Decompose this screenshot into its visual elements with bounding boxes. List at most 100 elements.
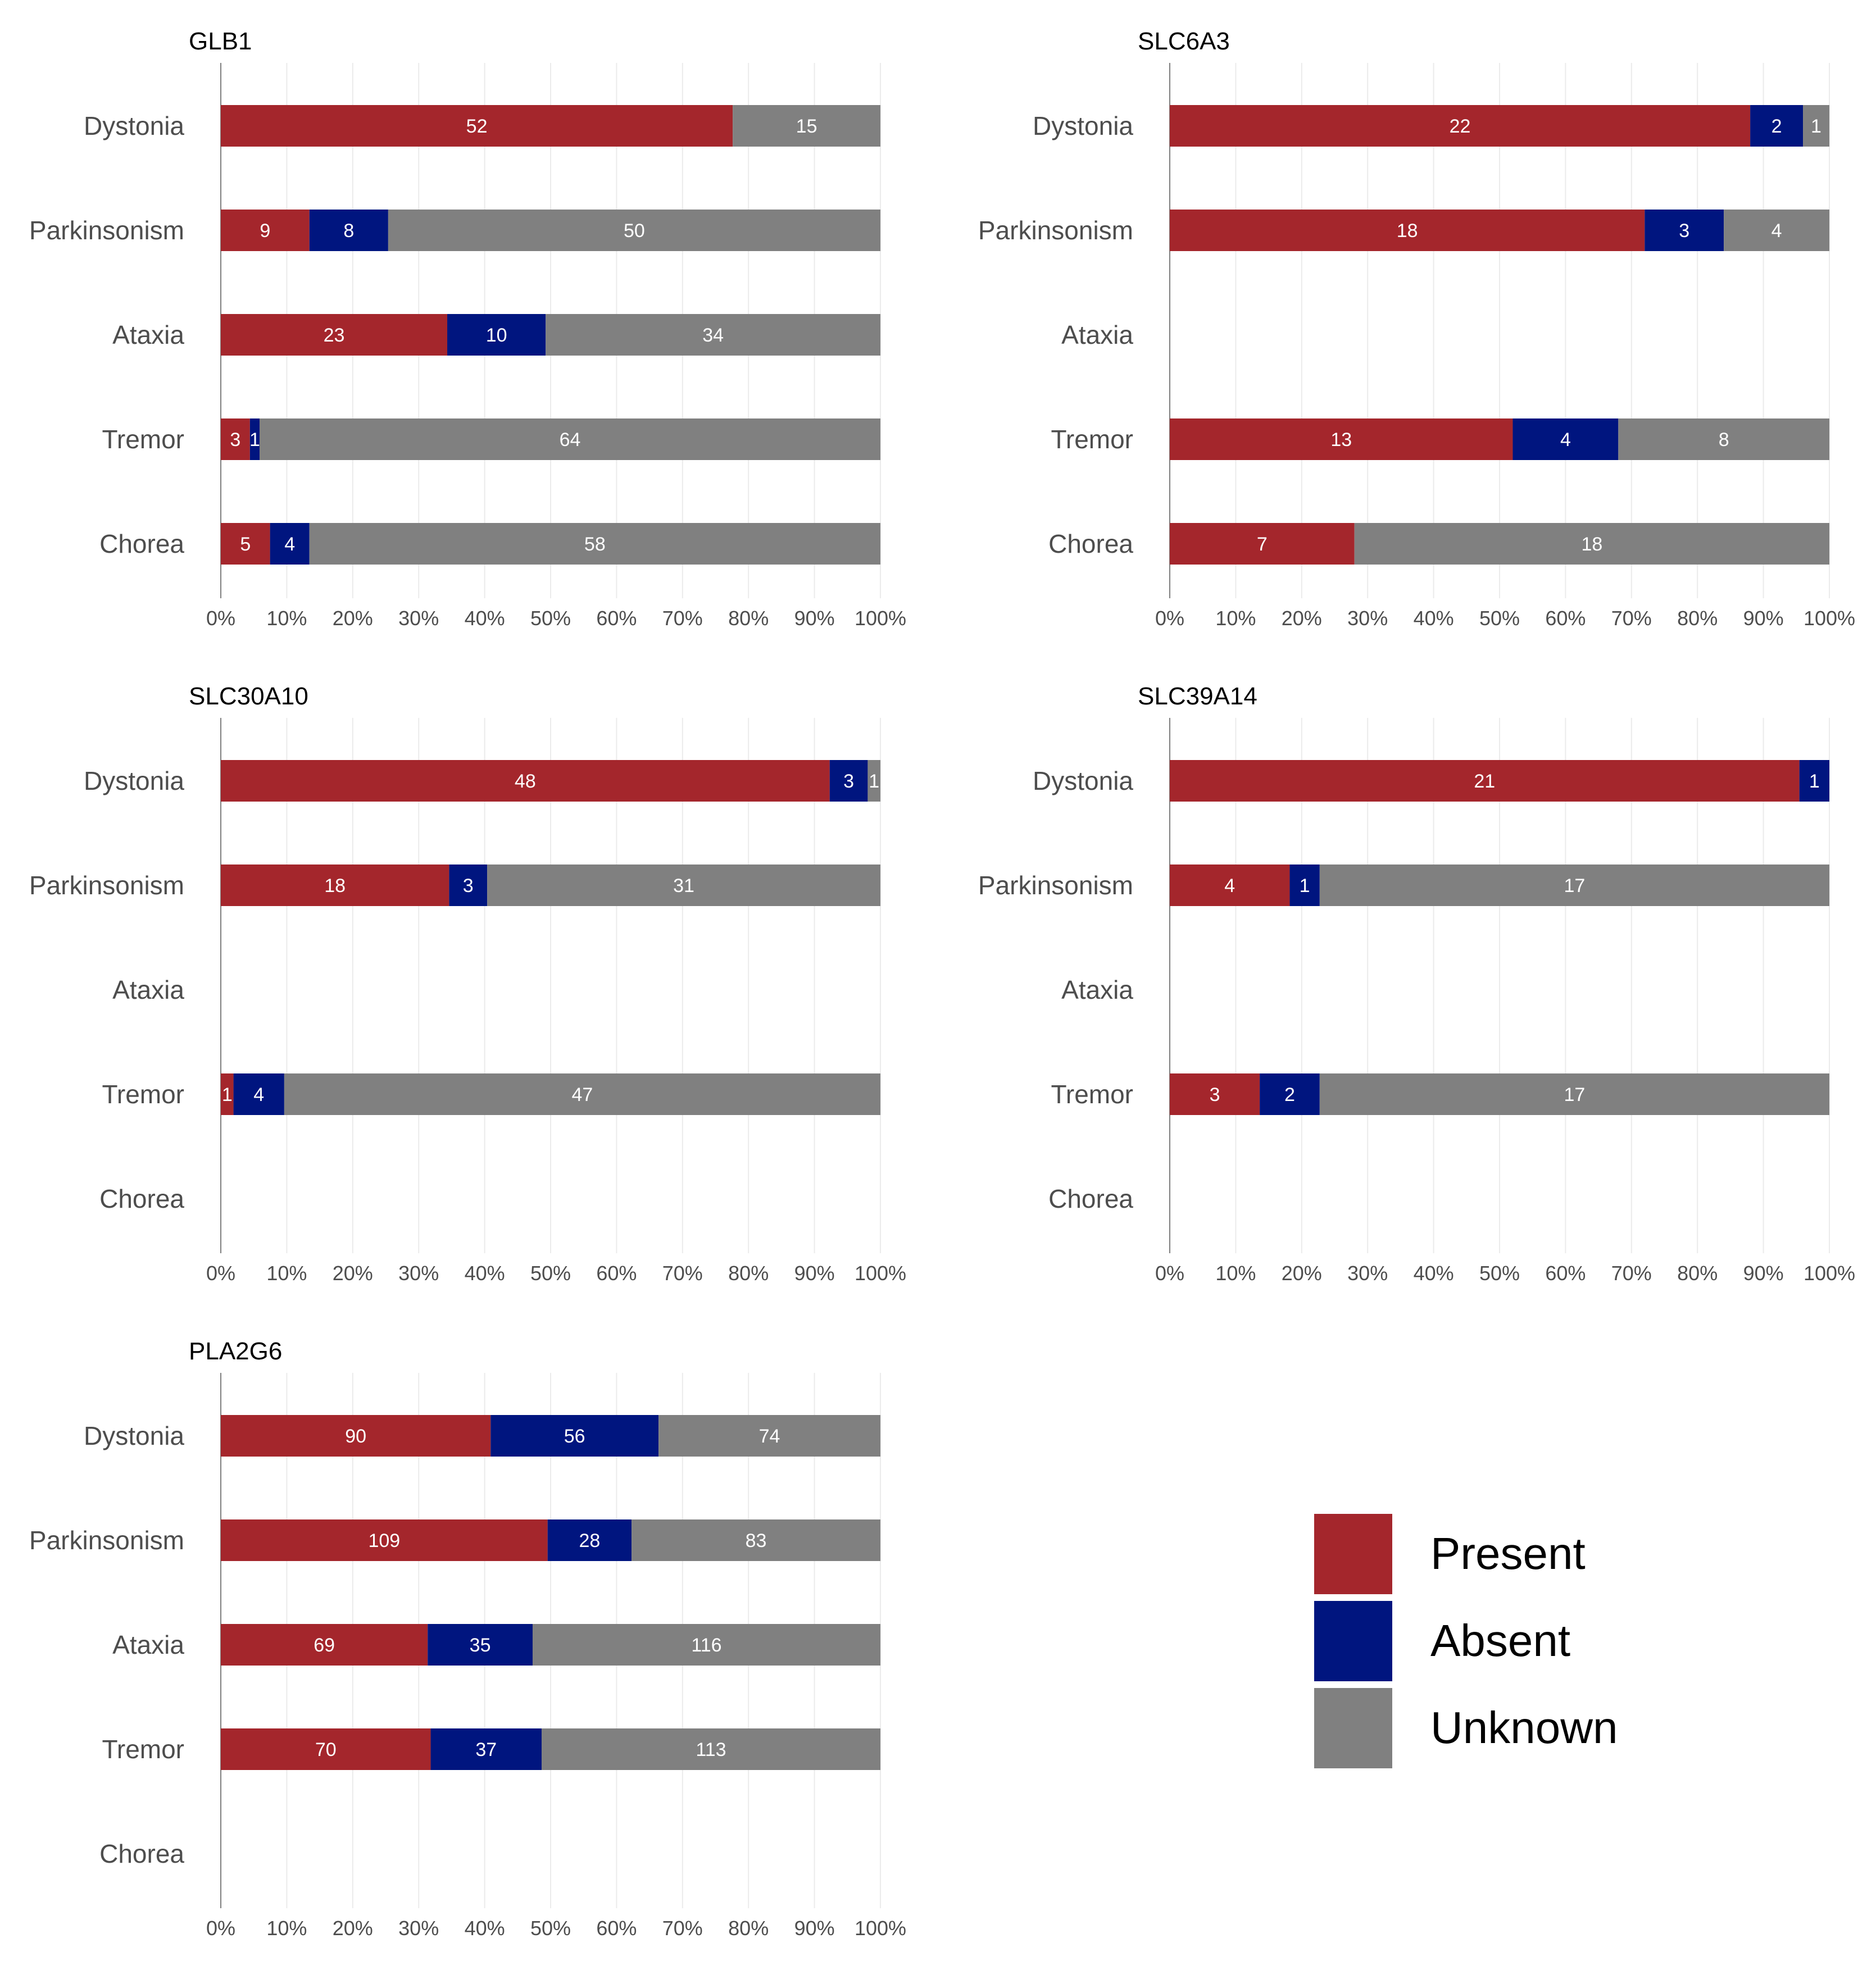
bar-absent-parkinsonism	[547, 1519, 632, 1561]
bar-unknown-chorea	[1354, 523, 1829, 565]
bar-unknown-dystonia	[733, 105, 880, 147]
data-label: 8	[1719, 429, 1729, 451]
bar-unknown-parkinsonism	[1724, 210, 1829, 251]
data-label: 1	[222, 1084, 233, 1105]
data-label: 3	[1679, 220, 1689, 242]
x-tick-label: 30%	[1347, 607, 1388, 630]
category-label: Parkinsonism	[29, 871, 184, 900]
bar-present-ataxia	[221, 1624, 428, 1666]
x-tick-label: 100%	[855, 1917, 906, 1940]
x-tick-label: 30%	[398, 1262, 439, 1285]
x-tick-label: 100%	[855, 607, 906, 630]
bar-present-tremor	[221, 1073, 234, 1115]
data-label: 28	[579, 1530, 600, 1551]
bar-unknown-chorea	[309, 523, 880, 565]
x-tick-label: 90%	[794, 1917, 835, 1940]
bar-present-tremor	[221, 1728, 431, 1770]
category-label: Parkinsonism	[978, 216, 1133, 245]
data-label: 5	[240, 534, 251, 555]
bar-absent-chorea	[270, 523, 310, 565]
bar-present-dystonia	[221, 1415, 491, 1457]
x-tick-label: 100%	[1804, 1262, 1855, 1285]
bar-unknown-tremor	[1319, 1073, 1829, 1115]
bar-present-parkinsonism	[221, 865, 449, 906]
bar-unknown-parkinsonism	[632, 1519, 880, 1561]
x-tick-label: 30%	[398, 607, 439, 630]
data-label: 4	[1224, 875, 1235, 897]
bar-absent-parkinsonism	[1289, 865, 1320, 906]
bar-absent-parkinsonism	[1645, 210, 1724, 251]
panel-slc30a10: SLC30A10 0% 10% 20% 30% 40% 50% 60% 70% 80% 90% 100…	[29, 683, 906, 1285]
data-label: 1	[1811, 116, 1822, 137]
bar-present-dystonia	[1170, 105, 1751, 147]
category-label: Ataxia	[112, 1630, 184, 1659]
category-label: Parkinsonism	[29, 216, 184, 245]
x-tick-label: 40%	[1414, 1262, 1454, 1285]
bar-present-chorea	[221, 523, 270, 565]
data-label: 35	[470, 1635, 491, 1656]
x-tick-label: 40%	[465, 1917, 505, 1940]
data-label: 34	[702, 325, 724, 346]
data-label: 1	[1300, 875, 1310, 897]
x-tick-label: 60%	[596, 607, 637, 630]
data-label: 109	[368, 1530, 400, 1551]
category-label: Ataxia	[1061, 975, 1133, 1004]
bar-absent-tremor	[1260, 1073, 1320, 1115]
x-tick-label: 40%	[465, 1262, 505, 1285]
bar-unknown-dystonia	[1803, 105, 1829, 147]
x-tick-label: 0%	[206, 1262, 235, 1285]
bar-unknown-ataxia	[546, 314, 880, 356]
data-label: 116	[691, 1635, 721, 1656]
x-tick-label: 70%	[662, 607, 703, 630]
x-tick-label: 50%	[1479, 607, 1520, 630]
x-tick-label: 20%	[333, 1262, 373, 1285]
data-label: 56	[564, 1426, 585, 1447]
category-label: Dystonia	[84, 1421, 184, 1450]
panel-title: GLB1	[189, 28, 252, 55]
data-label: 113	[696, 1739, 726, 1760]
bar-unknown-tremor	[541, 1728, 880, 1770]
x-tick-label: 70%	[662, 1262, 703, 1285]
bar-present-parkinsonism	[1170, 210, 1645, 251]
data-label: 47	[572, 1084, 593, 1105]
data-label: 3	[463, 875, 474, 897]
data-label: 83	[746, 1530, 767, 1551]
bar-present-ataxia	[221, 314, 448, 356]
x-tick-label: 0%	[206, 1917, 235, 1940]
x-tick-label: 80%	[1677, 607, 1718, 630]
bar-present-tremor	[221, 418, 250, 460]
bar-absent-dystonia	[490, 1415, 659, 1457]
x-tick-label: 80%	[728, 1917, 769, 1940]
data-label: 4	[1771, 220, 1782, 242]
bar-absent-tremor	[233, 1073, 284, 1115]
x-tick-label: 100%	[855, 1262, 906, 1285]
x-tick-label: 40%	[1414, 607, 1454, 630]
data-label: 3	[843, 771, 854, 792]
data-label: 18	[324, 875, 346, 897]
bar-absent-parkinsonism	[309, 210, 388, 251]
x-tick-label: 50%	[1479, 1262, 1520, 1285]
category-label: Dystonia	[84, 111, 184, 140]
data-label: 13	[1330, 429, 1352, 451]
x-tick-label: 10%	[266, 1262, 307, 1285]
data-label: 70	[315, 1739, 337, 1760]
bar-absent-ataxia	[428, 1624, 533, 1666]
category-label: Chorea	[99, 1184, 184, 1213]
data-label: 69	[314, 1635, 335, 1656]
bar-unknown-ataxia	[532, 1624, 880, 1666]
panel-pla2g6: PLA2G6 0% 10% 20% 30% 40% 50% 60% 70% 80% 90% 100% D…	[29, 1337, 906, 1940]
bar-unknown-tremor	[260, 418, 880, 460]
data-label: 10	[486, 325, 507, 346]
x-tick-label: 80%	[1677, 1262, 1718, 1285]
bar-unknown-tremor	[1618, 418, 1829, 460]
data-label: 9	[260, 220, 270, 242]
bar-present-dystonia	[221, 105, 733, 147]
bar-absent-dystonia	[1750, 105, 1804, 147]
bar-present-dystonia	[221, 760, 830, 802]
panel-title: SLC39A14	[1138, 683, 1257, 710]
legend-key-present	[1314, 1514, 1392, 1594]
x-tick-label: 0%	[206, 607, 235, 630]
x-tick-label: 90%	[794, 607, 835, 630]
category-label: Dystonia	[1033, 111, 1133, 140]
